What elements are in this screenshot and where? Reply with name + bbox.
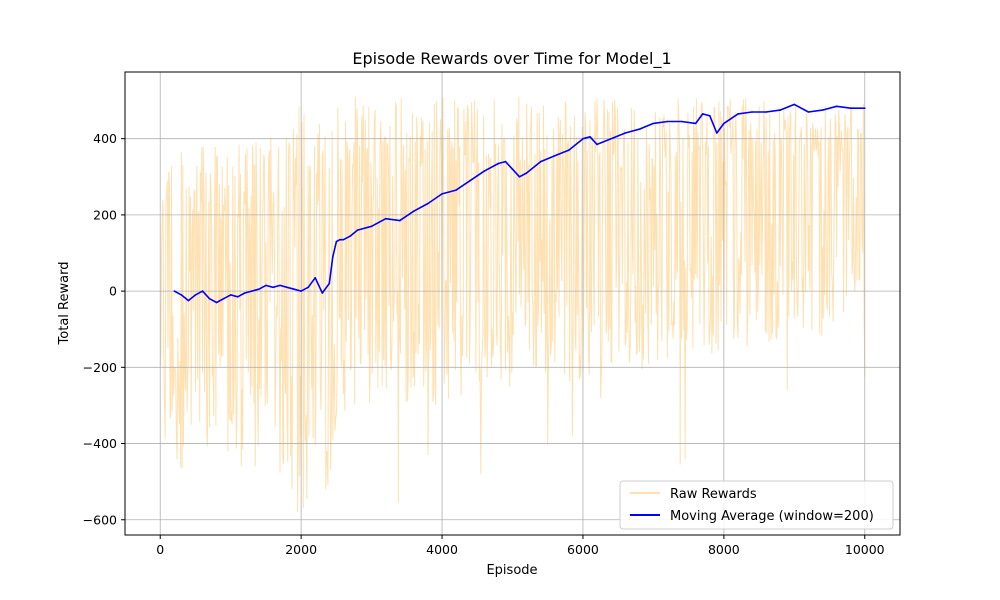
y-tick-label: 400 — [93, 131, 117, 146]
moving-average-point — [554, 155, 556, 157]
moving-average-point — [751, 111, 753, 113]
moving-average-point — [821, 109, 824, 111]
x-tick-label: 6000 — [567, 542, 599, 557]
moving-average-point — [624, 132, 626, 134]
moving-average-point — [666, 120, 669, 123]
moving-average-point — [229, 294, 232, 296]
plot-area: 0 2000 4000 6000 8000 10000 −600 −400 −200 0 200 40… — [83, 71, 901, 557]
moving-average-point — [236, 296, 239, 298]
moving-average-point — [279, 284, 281, 287]
moving-average-point — [525, 172, 528, 174]
series-moving-average-line — [173, 103, 865, 304]
moving-average-point — [497, 162, 500, 165]
moving-average-point — [321, 292, 324, 294]
moving-average-point — [568, 149, 570, 151]
moving-average-point — [427, 202, 429, 205]
moving-average-point — [187, 299, 190, 302]
x-tick-label: 8000 — [708, 542, 740, 557]
moving-average-point — [244, 292, 246, 294]
moving-average-point — [339, 238, 341, 241]
y-tick-label: 200 — [93, 207, 117, 222]
moving-average-point — [286, 286, 288, 289]
y-tick-label: −200 — [83, 360, 117, 375]
moving-average-point — [356, 229, 359, 231]
moving-average-point — [723, 122, 725, 125]
moving-average-point — [539, 160, 542, 163]
moving-average-point — [709, 115, 711, 117]
moving-average-point — [342, 238, 345, 241]
moving-average-point — [596, 143, 598, 146]
legend-label-raw-rewards: Raw Rewards — [670, 487, 757, 502]
moving-average-point — [455, 189, 457, 191]
moving-average-point — [307, 286, 310, 289]
moving-average-point — [265, 284, 267, 287]
moving-average-point — [300, 290, 302, 292]
x-axis-title: Episode — [486, 563, 537, 578]
moving-average-point — [589, 136, 591, 138]
moving-average-point — [483, 170, 486, 172]
moving-average-point — [701, 113, 704, 115]
series-raw-rewards-line — [159, 96, 866, 513]
y-tick-label: −400 — [83, 436, 117, 451]
moving-average-point — [680, 120, 683, 123]
moving-average-point — [293, 288, 295, 291]
moving-average-point — [332, 255, 334, 258]
moving-average-point — [314, 277, 317, 279]
moving-average-point — [504, 160, 507, 163]
moving-average-point — [610, 137, 612, 140]
moving-average-point — [793, 103, 796, 106]
moving-average-point — [258, 288, 260, 291]
moving-average-point — [201, 290, 204, 292]
moving-average-point — [849, 107, 852, 109]
y-tick-label: 0 — [109, 284, 117, 299]
legend-label-moving-average: Moving Average (window=200) — [670, 509, 874, 524]
moving-average-point — [807, 111, 810, 113]
moving-average-point — [272, 286, 274, 289]
moving-average-point — [835, 105, 838, 108]
moving-average-point — [349, 235, 352, 237]
moving-average-point — [469, 179, 472, 182]
moving-average-point — [652, 122, 655, 125]
y-tick-label: −600 — [83, 512, 117, 527]
moving-average-point — [716, 132, 718, 134]
legend: Raw Rewards Moving Average (window=200) — [619, 480, 894, 530]
x-tick-label: 4000 — [426, 542, 458, 557]
moving-average-point — [328, 282, 331, 285]
moving-average-point — [399, 219, 401, 222]
moving-average-point — [215, 301, 218, 304]
moving-average-point — [518, 176, 521, 178]
y-axis-title: Total Reward — [57, 262, 72, 346]
moving-average-point — [582, 137, 584, 140]
moving-average-point — [180, 294, 183, 296]
moving-average-point — [222, 297, 225, 300]
moving-average-point — [737, 113, 739, 115]
moving-average-point — [194, 294, 197, 296]
moving-average-point — [413, 210, 415, 212]
moving-average-point — [765, 111, 767, 113]
moving-average-point — [370, 225, 373, 228]
moving-average-point — [335, 240, 338, 243]
x-tick-label: 10000 — [845, 542, 885, 557]
moving-average-point — [384, 217, 387, 220]
moving-average-point — [638, 128, 641, 130]
moving-average-point — [251, 290, 253, 292]
x-tick-label: 2000 — [285, 542, 317, 557]
chart-title: Episode Rewards over Time for Model_1 — [352, 49, 671, 69]
moving-average-point — [173, 290, 176, 292]
moving-average-point — [864, 107, 866, 109]
plot-frame — [124, 71, 901, 536]
moving-average-point — [208, 297, 211, 300]
moving-average-point — [511, 168, 514, 170]
legend-box — [619, 480, 894, 530]
x-tick-label: 0 — [156, 542, 164, 557]
moving-average-point — [694, 122, 697, 125]
moving-average-point — [441, 193, 443, 195]
moving-average-point — [779, 109, 781, 111]
